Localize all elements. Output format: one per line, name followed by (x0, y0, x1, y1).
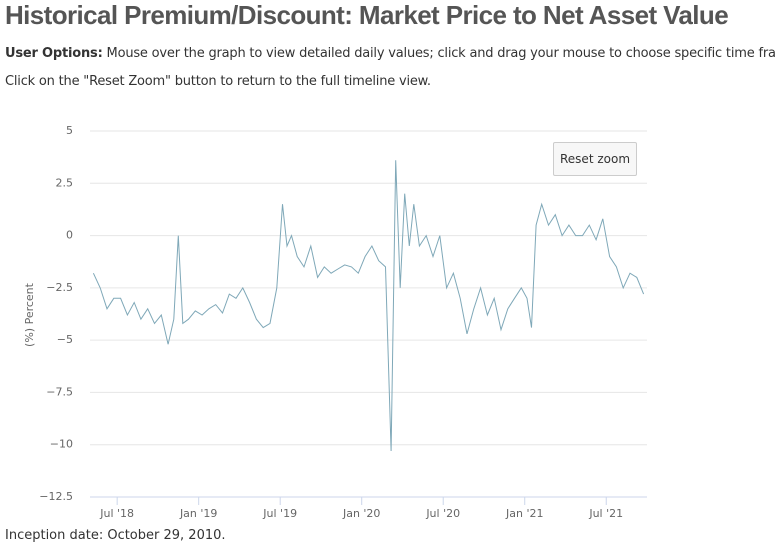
x-tick-label: Jul '18 (99, 507, 134, 520)
options-label: User Options: (5, 46, 103, 61)
x-tick-label: Jul '20 (425, 507, 460, 520)
x-tick-label: Jan '19 (179, 507, 217, 520)
reset-zoom-button[interactable]: Reset zoom (553, 142, 637, 176)
y-tick-label: −10 (50, 438, 73, 451)
page-title: Historical Premium/Discount: Market Pric… (5, 0, 729, 30)
y-tick-label: −2.5 (46, 281, 73, 294)
user-options: User Options: Mouse over the graph to vi… (5, 46, 776, 61)
x-tick-label: Jul '21 (588, 507, 623, 520)
y-tick-label: −7.5 (46, 385, 73, 398)
reset-note: Click on the "Reset Zoom" button to retu… (5, 74, 431, 89)
price-line (92, 160, 645, 452)
y-tick-label: 2.5 (56, 176, 74, 189)
inception-date: Inception date: October 29, 2010. (5, 528, 226, 543)
x-tick-label: Jan '21 (505, 507, 543, 520)
y-tick-label: −12.5 (39, 490, 73, 503)
y-axis-label: (%) Percent (23, 282, 36, 347)
options-text: Mouse over the graph to view detailed da… (106, 46, 776, 61)
x-tick-label: Jul '19 (262, 507, 297, 520)
x-tick-label: Jan '20 (342, 507, 380, 520)
y-tick-label: −5 (57, 333, 73, 346)
y-tick-label: 5 (66, 124, 73, 137)
y-tick-label: 0 (66, 229, 73, 242)
